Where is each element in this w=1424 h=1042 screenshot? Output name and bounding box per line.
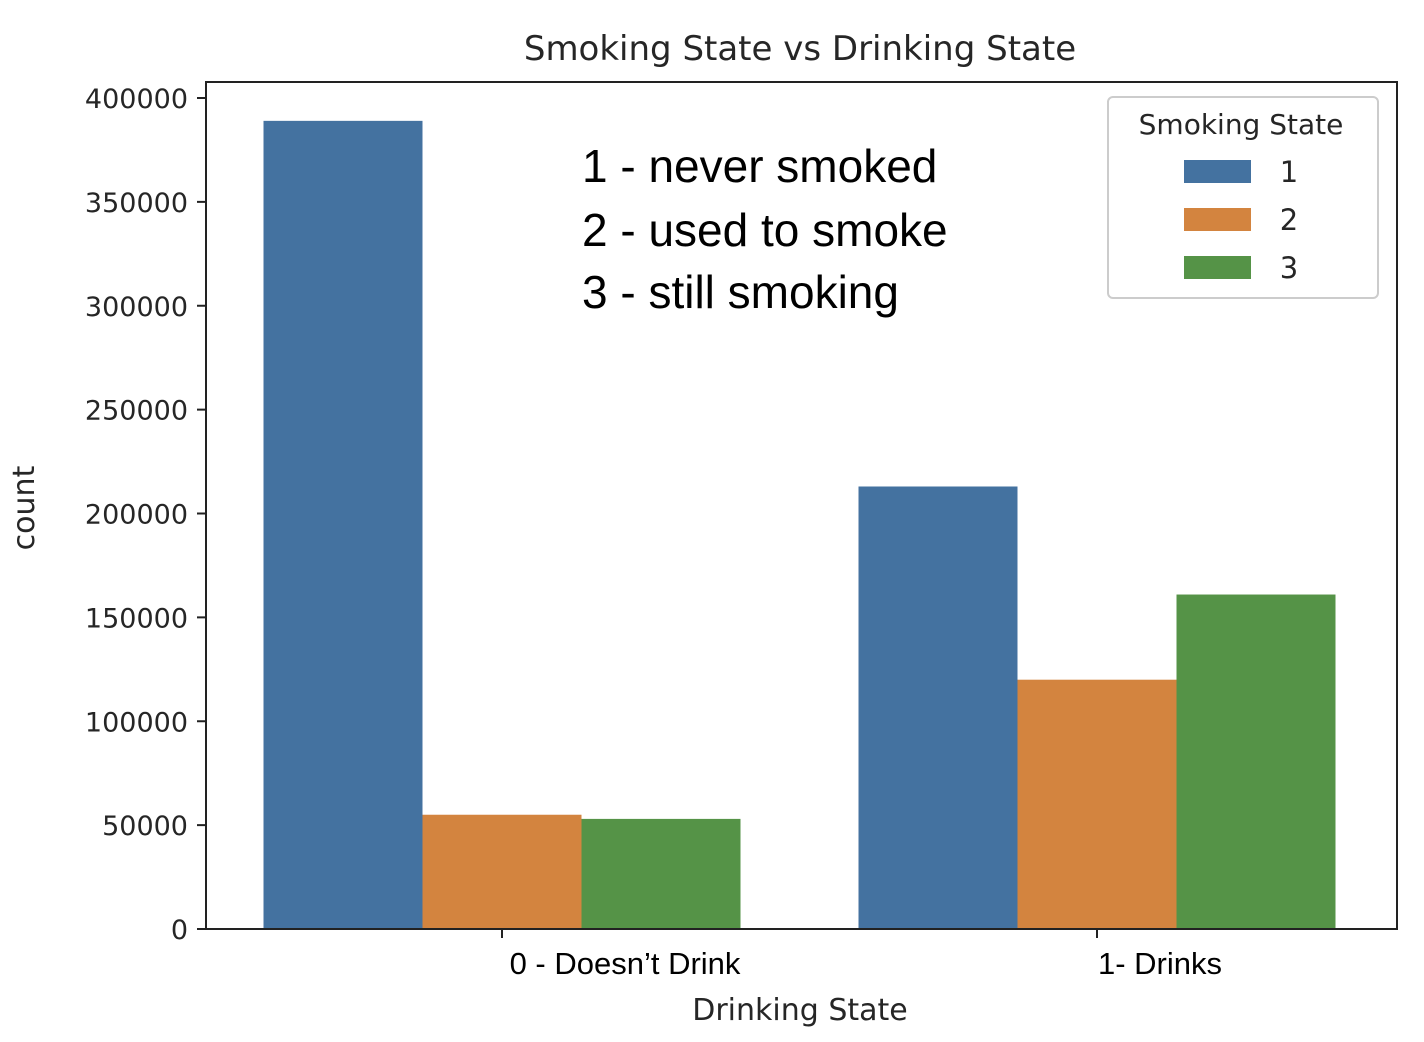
bar-smoking-3-drinking-1 xyxy=(1176,594,1336,929)
legend-label-1: 1 xyxy=(1280,155,1298,189)
bar-smoking-3-drinking-0 xyxy=(581,818,741,929)
legend-box xyxy=(1107,96,1379,299)
y-tick-label: 50000 xyxy=(102,811,188,842)
y-tick-label: 200000 xyxy=(85,500,188,531)
bar-smoking-1-drinking-1 xyxy=(858,486,1018,929)
bar-smoking-2-drinking-1 xyxy=(1017,679,1177,929)
legend-swatch-1 xyxy=(1184,160,1251,183)
annotation-line-1: 1 - never smoked xyxy=(582,140,937,192)
legend-swatch-2 xyxy=(1184,208,1251,231)
x-tick-label: 1- Drinks xyxy=(1098,946,1222,981)
y-tick-label: 350000 xyxy=(85,188,188,219)
annotation-line-3: 3 - still smoking xyxy=(582,266,899,318)
plot-frame xyxy=(205,81,1398,930)
y-tick-label: 400000 xyxy=(85,84,188,115)
x-tick-label: 0 - Doesn’t Drink xyxy=(510,946,741,981)
legend: Smoking State 1 2 3 xyxy=(1107,96,1379,299)
legend-label-2: 2 xyxy=(1280,203,1298,237)
annotation-line-2: 2 - used to smoke xyxy=(582,204,948,256)
x-axis-label: Drinking State xyxy=(692,993,908,1028)
bar-smoking-2-drinking-0 xyxy=(422,814,582,929)
y-tick-label: 100000 xyxy=(85,707,188,738)
y-tick-label: 0 xyxy=(171,915,188,946)
y-tick-label: 150000 xyxy=(85,603,188,634)
legend-swatch-3 xyxy=(1184,256,1251,279)
bar-smoking-1-drinking-0 xyxy=(263,120,423,930)
y-tick-label: 300000 xyxy=(85,292,188,323)
x-axis-ticks: 0 - Doesn’t Drink 1- Drinks xyxy=(501,929,1222,981)
y-tick-label: 250000 xyxy=(85,396,188,427)
legend-items: 1 2 3 xyxy=(1184,155,1298,285)
annotation-text: 1 - never smoked 2 - used to smoke 3 - s… xyxy=(582,140,948,318)
y-axis-label: count xyxy=(7,465,42,550)
legend-label-3: 3 xyxy=(1280,251,1298,285)
legend-title: Smoking State xyxy=(1139,108,1344,141)
y-axis-ticks: 0 50000 100000 150000 200000 250000 300000 3500… xyxy=(85,84,206,946)
bars-group xyxy=(263,120,1336,930)
chart-title: Smoking State vs Drinking State xyxy=(524,29,1076,69)
